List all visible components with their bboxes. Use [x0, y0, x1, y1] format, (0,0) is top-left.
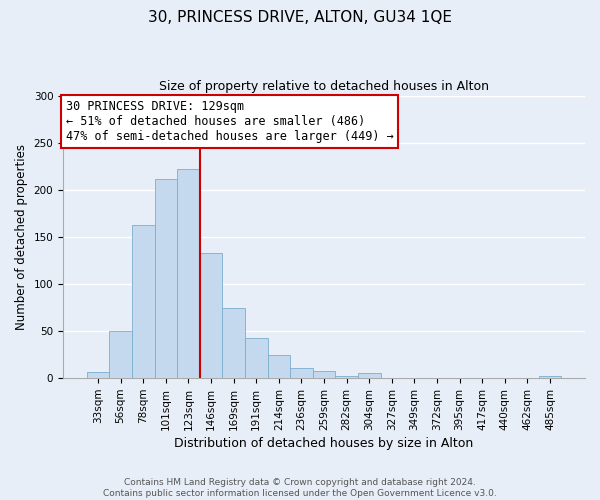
Text: Contains HM Land Registry data © Crown copyright and database right 2024.
Contai: Contains HM Land Registry data © Crown c… — [103, 478, 497, 498]
Title: Size of property relative to detached houses in Alton: Size of property relative to detached ho… — [159, 80, 489, 93]
X-axis label: Distribution of detached houses by size in Alton: Distribution of detached houses by size … — [175, 437, 473, 450]
Text: 30, PRINCESS DRIVE, ALTON, GU34 1QE: 30, PRINCESS DRIVE, ALTON, GU34 1QE — [148, 10, 452, 25]
Bar — [177, 169, 200, 378]
Bar — [358, 374, 380, 378]
Y-axis label: Number of detached properties: Number of detached properties — [15, 144, 28, 330]
Bar — [223, 308, 245, 378]
Bar — [87, 372, 109, 378]
Bar — [268, 354, 290, 378]
Bar — [313, 370, 335, 378]
Bar — [290, 368, 313, 378]
Bar — [132, 224, 155, 378]
Bar — [335, 376, 358, 378]
Bar — [200, 253, 223, 378]
Text: 30 PRINCESS DRIVE: 129sqm
← 51% of detached houses are smaller (486)
47% of semi: 30 PRINCESS DRIVE: 129sqm ← 51% of detac… — [65, 100, 394, 143]
Bar — [245, 338, 268, 378]
Bar — [109, 331, 132, 378]
Bar — [539, 376, 561, 378]
Bar — [155, 180, 177, 378]
